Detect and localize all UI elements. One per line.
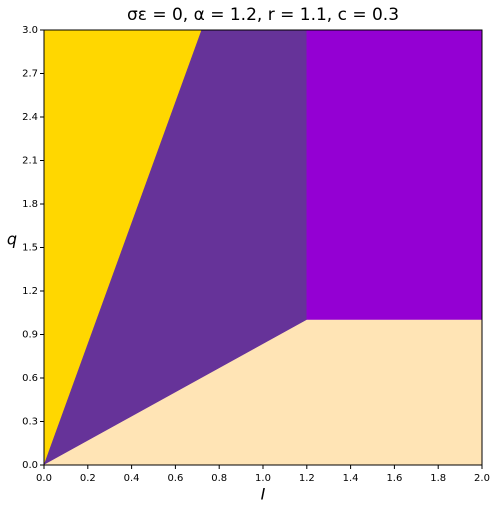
- x-tick-label: 0.2: [80, 473, 96, 484]
- y-tick-label: 2.4: [22, 112, 38, 123]
- x-tick-label: 0.6: [167, 473, 183, 484]
- y-tick-label: 0.9: [22, 330, 38, 341]
- y-tick-label: 3.0: [22, 25, 38, 36]
- y-tick-label: 1.2: [22, 286, 38, 297]
- y-tick-label: 1.8: [22, 199, 38, 210]
- x-tick-label: 0.8: [211, 473, 227, 484]
- y-tick-label: 0.0: [22, 460, 38, 471]
- x-tick-label: 1.6: [386, 473, 402, 484]
- x-tick-label: 1.2: [299, 473, 315, 484]
- x-axis-label: I: [261, 485, 266, 504]
- y-tick-label: 0.6: [22, 373, 38, 384]
- x-tick-label: 1.4: [343, 473, 359, 484]
- y-tick-label: 1.5: [22, 243, 38, 254]
- x-tick-label: 2.0: [474, 473, 490, 484]
- chart-title: σε = 0, α = 1.2, r = 1.1, c = 0.3: [127, 5, 399, 25]
- y-tick-label: 2.1: [22, 156, 38, 167]
- x-tick-label: 0.0: [36, 473, 52, 484]
- y-axis-label: q: [7, 230, 17, 249]
- y-tick-label: 0.3: [22, 417, 38, 428]
- x-tick-label: 0.4: [124, 473, 140, 484]
- y-tick-label: 2.7: [22, 69, 38, 80]
- region: [306, 29, 483, 321]
- x-tick-label: 1.0: [255, 473, 271, 484]
- x-tick-label: 1.8: [430, 473, 446, 484]
